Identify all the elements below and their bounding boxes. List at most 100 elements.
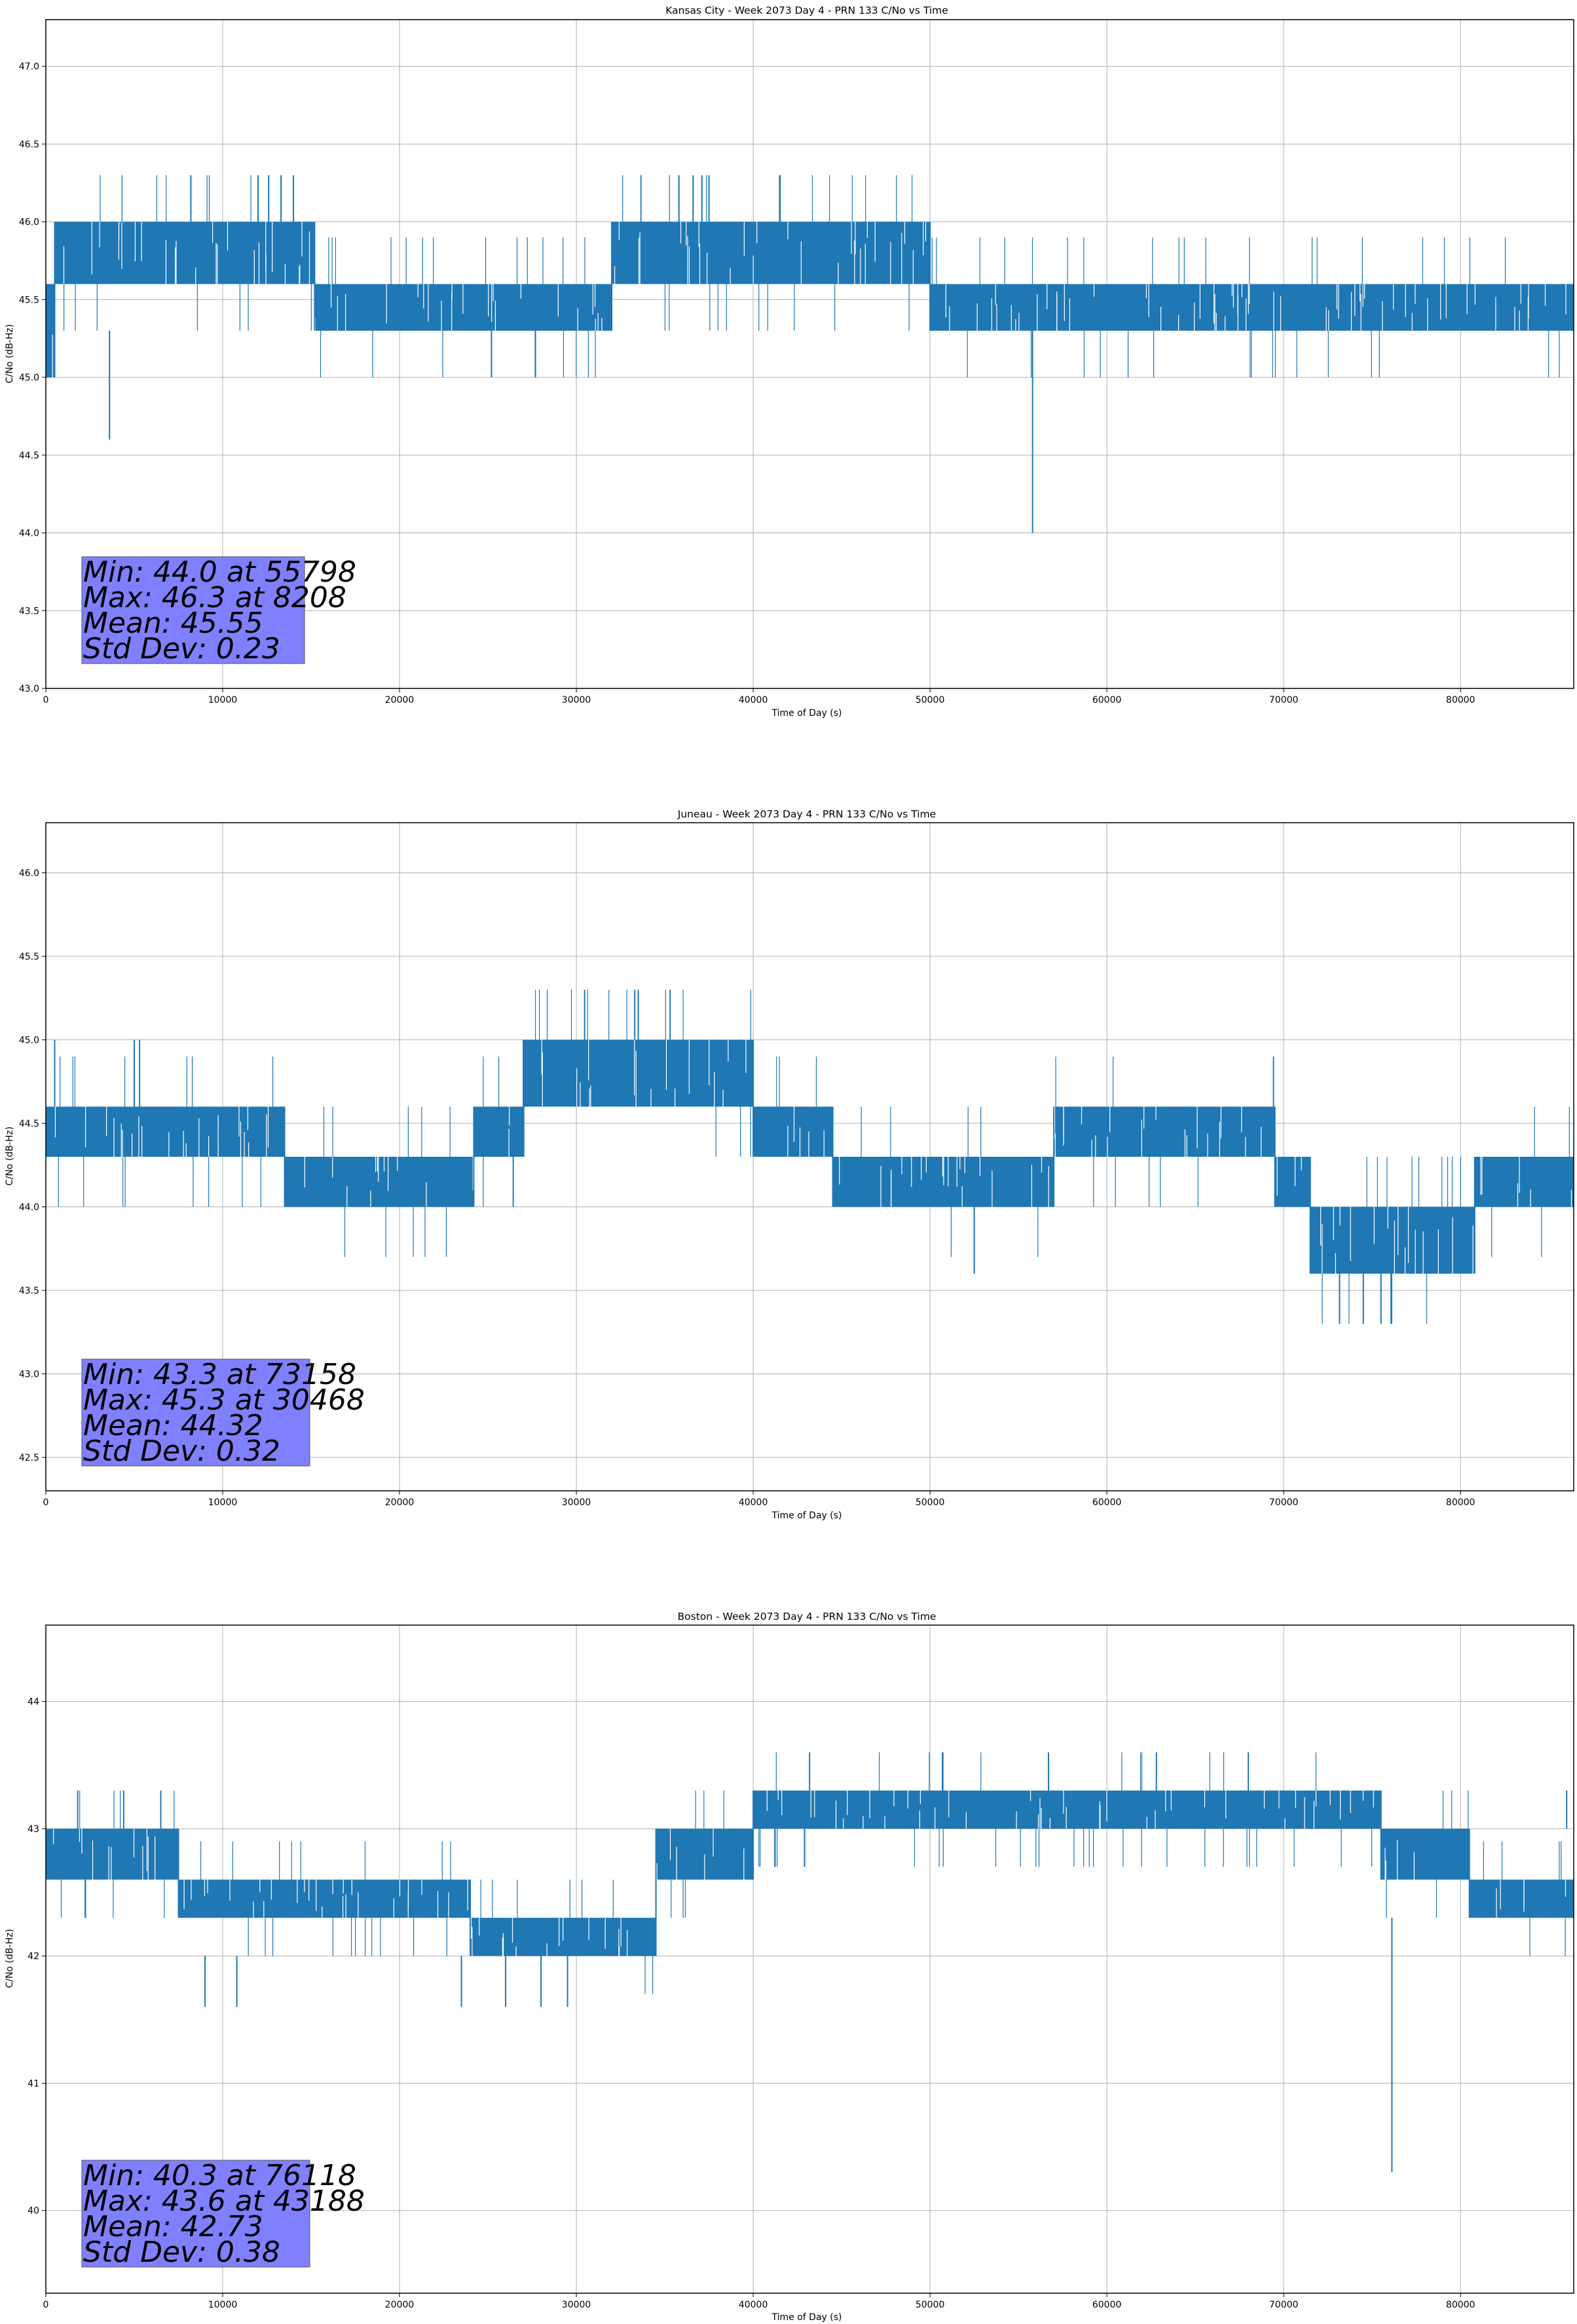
- signal-band: [473, 1106, 524, 1157]
- x-axis-label: Time of Day (s): [771, 2312, 842, 2323]
- stats-min: Min: 44.0 at 55798: [83, 555, 356, 589]
- y-tick-label: 44.0: [19, 1203, 39, 1213]
- chart-title: Juneau - Week 2073 Day 4 - PRN 133 C/No …: [677, 808, 936, 820]
- x-tick-label: 10000: [208, 2300, 238, 2310]
- x-tick-label: 70000: [1269, 695, 1299, 705]
- chart-title: Boston - Week 2073 Day 4 - PRN 133 C/No …: [678, 1611, 937, 1622]
- signal-band-gaps: [1384, 1839, 1415, 1880]
- stats-box: Min: 43.3 at 73158 Max: 45.3 at 30468 Me…: [81, 1358, 365, 1468]
- stats-std-dev: Std Dev: 0.38: [83, 2236, 280, 2269]
- signal-band: [1381, 1828, 1470, 1880]
- x-tick-label: 50000: [916, 695, 945, 705]
- signal-band: [284, 1157, 474, 1207]
- signal-band-gaps: [63, 221, 310, 284]
- y-tick-label: 47.0: [19, 62, 39, 72]
- chart-panel-juneau: Juneau - Week 2073 Day 4 - PRN 133 C/No …: [5, 808, 1574, 1521]
- x-tick-label: 10000: [208, 1497, 238, 1508]
- signal-band-gaps: [614, 221, 927, 284]
- x-tick-label: 60000: [1092, 1497, 1122, 1508]
- y-tick-label: 43.5: [19, 606, 39, 616]
- signal-band: [54, 221, 315, 284]
- signal-band-gaps: [183, 1879, 468, 1918]
- signal-band-gaps: [945, 284, 1567, 331]
- signal-band: [753, 1790, 1381, 1829]
- data-series: [46, 1752, 1574, 2173]
- signal-band-gaps: [54, 1106, 269, 1157]
- chart-panel-kansas-city: Kansas City - Week 2073 Day 4 - PRN 133 …: [5, 5, 1574, 719]
- signal-band-gaps: [1276, 1157, 1302, 1196]
- stats-max: Max: 43.6 at 43188: [83, 2184, 365, 2218]
- stats-max: Max: 45.3 at 30468: [83, 1383, 365, 1417]
- x-axis-label: Time of Day (s): [771, 708, 842, 719]
- signal-band-gaps: [471, 1917, 628, 1957]
- signal-band-gaps: [787, 1106, 825, 1157]
- y-tick-label: 44: [28, 1697, 39, 1708]
- stats-min: Min: 40.3 at 76118: [83, 2159, 356, 2192]
- signal-band: [1310, 1207, 1475, 1274]
- y-axis-label: C/No (dB-Hz): [5, 1127, 15, 1186]
- y-tick-label: 46.0: [19, 217, 39, 228]
- y-axis-label: C/No (dB-Hz): [5, 324, 15, 383]
- signal-band-gaps: [53, 1828, 156, 1880]
- stats-std-dev: Std Dev: 0.23: [83, 632, 280, 665]
- y-axis-label: C/No (dB-Hz): [5, 1929, 15, 1988]
- signal-band-gaps: [304, 1157, 473, 1207]
- x-tick-label: 70000: [1269, 1497, 1299, 1508]
- y-tick-label: 46.5: [19, 140, 39, 150]
- x-tick-label: 0: [43, 2300, 49, 2310]
- signal-band: [753, 1106, 833, 1157]
- y-tick-label: 42.5: [19, 1453, 39, 1463]
- signal-band-gaps: [1480, 1157, 1572, 1207]
- x-tick-label: 0: [43, 695, 49, 705]
- x-tick-label: 20000: [385, 1497, 415, 1508]
- y-tick-label: 43.5: [19, 1286, 39, 1296]
- signal-band: [46, 1828, 179, 1880]
- data-series: [46, 175, 1574, 533]
- signal-band-gaps: [1054, 1106, 1262, 1157]
- signal-band-gaps: [766, 1790, 1374, 1829]
- signal-excursions: [64, 175, 1560, 378]
- chart-panel-boston: Boston - Week 2073 Day 4 - PRN 133 C/No …: [5, 1611, 1574, 2323]
- y-tick-label: 46.0: [19, 869, 39, 879]
- x-tick-label: 60000: [1092, 2300, 1122, 2310]
- signal-band-gaps: [508, 1106, 510, 1157]
- x-tick-label: 10000: [208, 695, 238, 705]
- chart-title: Kansas City - Week 2073 Day 4 - PRN 133 …: [665, 5, 948, 16]
- y-tick-label: 42: [28, 1951, 39, 1962]
- y-tick-label: 43: [28, 1824, 39, 1835]
- x-tick-label: 80000: [1446, 695, 1475, 705]
- y-tick-label: 45.5: [19, 952, 39, 962]
- signal-band: [1054, 1106, 1275, 1157]
- stats-box: Min: 40.3 at 76118 Max: 43.6 at 43188 Me…: [81, 2159, 365, 2269]
- x-tick-label: 60000: [1092, 695, 1122, 705]
- x-tick-label: 20000: [385, 695, 415, 705]
- y-tick-label: 41: [28, 2078, 39, 2089]
- y-tick-label: 45.0: [19, 1036, 39, 1046]
- stats-max: Max: 46.3 at 8208: [83, 581, 346, 614]
- stats-min: Min: 43.3 at 73158: [83, 1358, 356, 1391]
- signal-band-gaps: [656, 1828, 745, 1880]
- signal-band: [523, 1040, 754, 1107]
- x-tick-label: 40000: [739, 1497, 768, 1508]
- y-tick-label: 40: [28, 2206, 39, 2217]
- stats-mean: Mean: 44.32: [83, 1409, 263, 1442]
- signal-excursions: [58, 990, 1570, 1324]
- x-tick-label: 80000: [1446, 2300, 1475, 2310]
- signal-band: [1474, 1157, 1574, 1207]
- axis-ticks: 0 10000 20000 30000 40000 50000 60000 70000 8000…: [28, 1697, 1475, 2310]
- x-tick-label: 30000: [562, 1497, 591, 1508]
- x-tick-label: 30000: [562, 2300, 591, 2310]
- signal-band-gaps: [1496, 1879, 1567, 1918]
- data-series: [46, 990, 1574, 1324]
- x-tick-label: 80000: [1446, 1497, 1475, 1508]
- signal-band-gaps: [314, 284, 603, 331]
- stats-mean: Mean: 45.55: [83, 607, 263, 640]
- axis-ticks: 0 10000 20000 30000 40000 50000 60000 70000 8000…: [19, 62, 1475, 705]
- signal-band-gaps: [1320, 1207, 1474, 1274]
- x-tick-label: 70000: [1269, 2300, 1299, 2310]
- y-tick-label: 44.0: [19, 529, 39, 539]
- x-tick-label: 20000: [385, 2300, 415, 2310]
- y-tick-label: 44.5: [19, 451, 39, 461]
- stats-std-dev: Std Dev: 0.32: [83, 1434, 280, 1468]
